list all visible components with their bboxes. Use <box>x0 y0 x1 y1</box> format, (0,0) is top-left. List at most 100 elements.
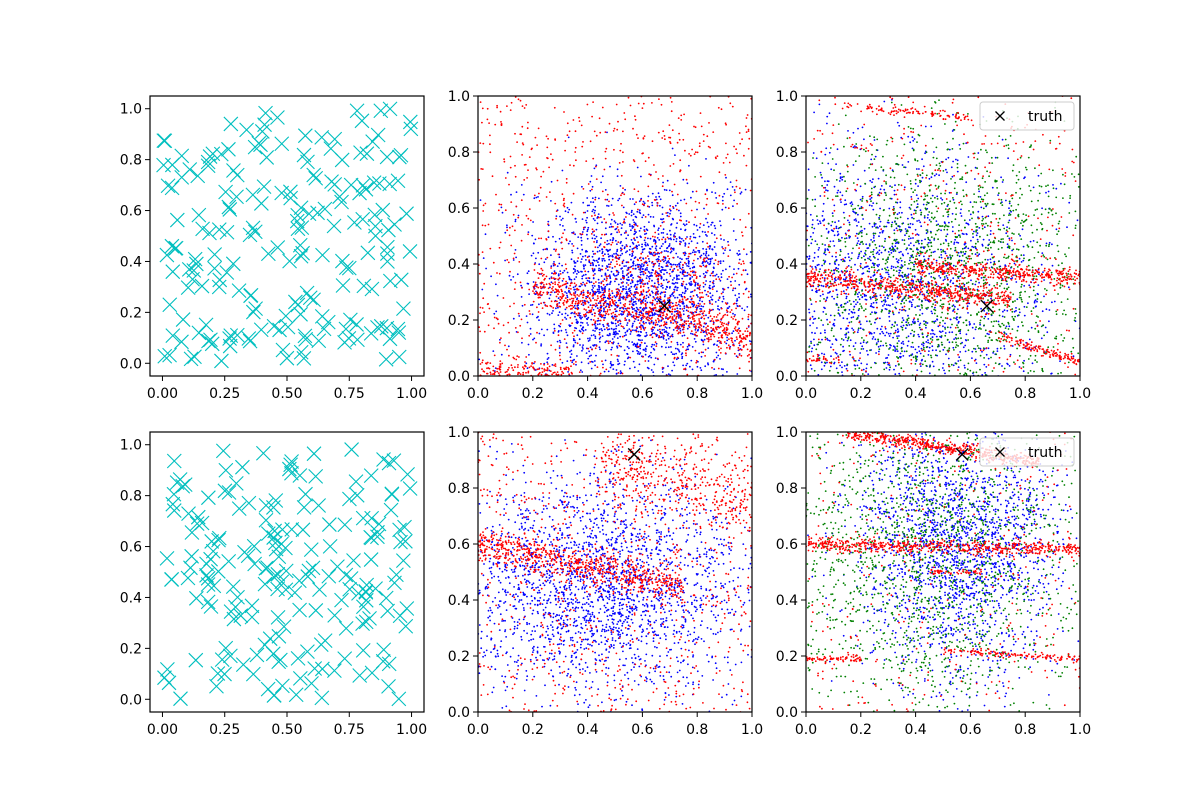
scatter-point <box>532 366 535 369</box>
scatter-point <box>617 355 620 357</box>
scatter-point <box>738 354 741 356</box>
scatter-point <box>504 177 507 179</box>
scatter-point <box>616 304 619 307</box>
scatter-point <box>506 259 509 261</box>
scatter-point <box>689 252 692 255</box>
scatter-point <box>810 350 813 353</box>
scatter-point <box>679 169 682 172</box>
scatter-point <box>597 310 600 313</box>
scatter-point <box>710 326 712 329</box>
scatter-point <box>587 337 589 340</box>
scatter-point <box>735 355 738 357</box>
scatter-point <box>700 325 703 327</box>
scatter-point <box>526 321 529 324</box>
scatter-point <box>707 258 710 261</box>
scatter-point <box>579 344 581 346</box>
scatter-point <box>694 320 696 322</box>
scatter-point <box>614 275 616 277</box>
scatter-point <box>594 196 597 199</box>
scatter-point <box>683 326 685 329</box>
scatter-point <box>668 237 670 240</box>
scatter-point <box>647 276 650 278</box>
scatter-point <box>728 161 731 164</box>
scatter-point <box>597 317 600 320</box>
scatter-point <box>571 243 573 245</box>
scatter-point <box>582 291 585 294</box>
scatter-point <box>871 181 873 184</box>
scatter-point <box>683 368 685 371</box>
scatter-point <box>611 296 614 299</box>
scatter-point <box>557 283 559 286</box>
scatter-point <box>712 320 715 323</box>
scatter-point <box>546 328 549 331</box>
scatter-point <box>614 304 617 307</box>
scatter-point <box>521 142 524 145</box>
scatter-point <box>537 315 539 318</box>
scatter-point <box>663 335 665 337</box>
scatter-point <box>611 267 614 269</box>
scatter-point <box>657 317 659 320</box>
scatter-point <box>600 328 603 330</box>
scatter-point <box>728 305 731 308</box>
scatter-point <box>1036 292 1039 295</box>
scatter-point <box>608 213 611 216</box>
scatter-point <box>706 337 708 340</box>
scatter-point <box>571 297 573 300</box>
scatter-point <box>692 312 695 314</box>
scatter-point <box>969 323 971 325</box>
scatter-point <box>520 199 523 202</box>
scatter-point <box>615 301 618 304</box>
scatter-point <box>569 240 571 243</box>
scatter-point <box>676 286 679 289</box>
scatter-point <box>598 337 601 340</box>
scatter-point <box>597 284 600 287</box>
scatter-point <box>725 142 727 145</box>
scatter-point <box>680 300 683 303</box>
scatter-point <box>669 315 672 318</box>
scatter-point <box>996 347 999 350</box>
scatter-point <box>669 96 672 99</box>
scatter-point <box>730 316 733 318</box>
scatter-point <box>722 203 724 205</box>
scatter-point <box>1067 286 1070 289</box>
scatter-point <box>640 299 643 302</box>
scatter-point <box>637 319 640 321</box>
scatter-point <box>326 218 342 234</box>
scatter-point <box>716 290 718 293</box>
scatter-point <box>486 372 489 375</box>
scatter-point <box>679 305 681 307</box>
scatter-point <box>660 285 663 288</box>
scatter-point <box>629 282 632 285</box>
scatter-point <box>720 347 722 350</box>
scatter-point <box>660 277 663 280</box>
scatter-point <box>663 260 665 263</box>
scatter-point <box>556 340 559 343</box>
scatter-point <box>559 368 562 371</box>
scatter-point <box>619 254 622 257</box>
scatter-point <box>862 341 865 344</box>
scatter-point <box>872 306 875 309</box>
axes-layer: 0.00 0.25 0.50 0.75 1.000.00.20.40.60.81.00.… <box>120 89 1091 738</box>
scatter-point <box>626 250 628 253</box>
scatter-point <box>527 217 530 220</box>
scatter-point <box>642 283 644 285</box>
scatter-point <box>625 237 628 240</box>
scatter-point <box>581 275 584 278</box>
scatter-point <box>562 199 565 202</box>
scatter-point <box>524 365 527 368</box>
scatter-point <box>749 331 751 334</box>
scatter-point <box>573 335 575 338</box>
scatter-point <box>639 306 642 309</box>
x-tick-label: 1.0 <box>741 386 763 402</box>
scatter-point <box>512 356 515 359</box>
scatter-point <box>734 329 737 332</box>
scatter-point <box>656 204 659 207</box>
scatter-point <box>684 149 686 152</box>
scatter-point <box>534 284 536 287</box>
scatter-point <box>1005 325 1008 328</box>
scatter-point <box>636 343 639 346</box>
scatter-point <box>533 362 535 365</box>
scatter-point <box>578 329 581 332</box>
scatter-point <box>711 221 713 224</box>
scatter-point <box>601 258 604 260</box>
